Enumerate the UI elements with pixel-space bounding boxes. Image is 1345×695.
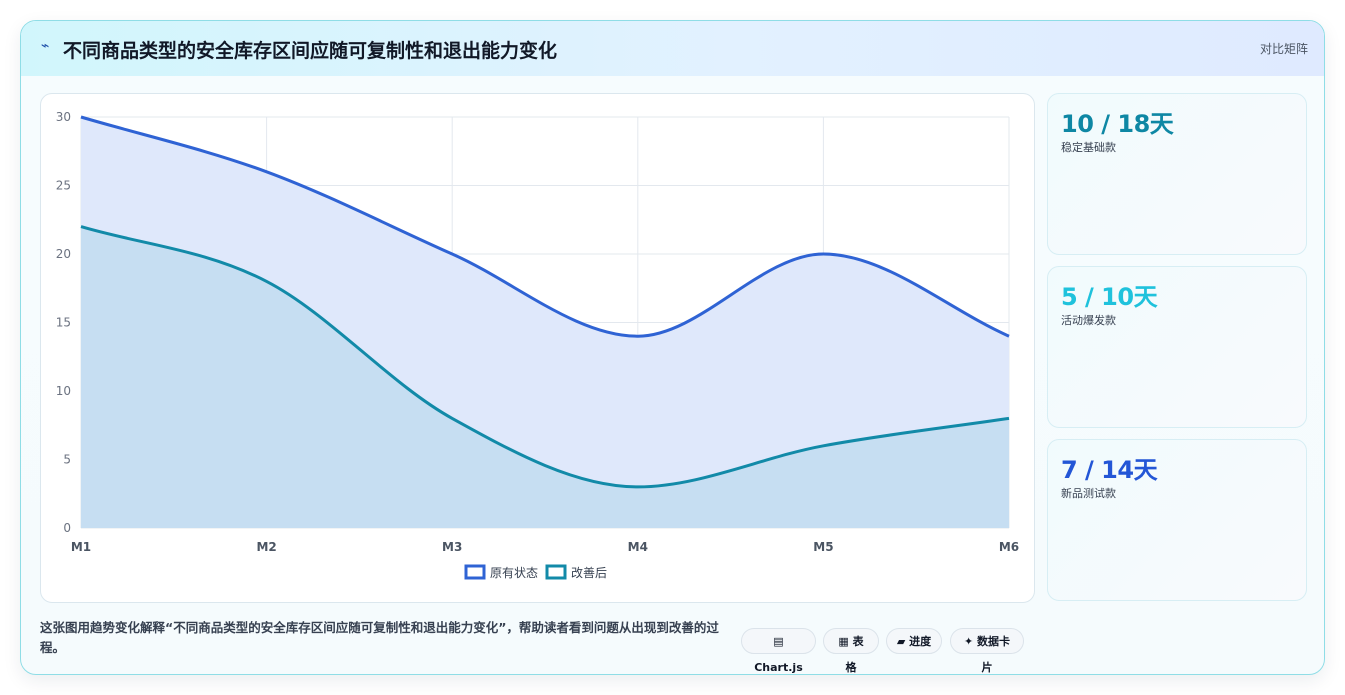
series-area-1 <box>81 226 1009 528</box>
chart-description: 这张图用趋势变化解释“不同商品类型的安全库存区间应随可复制性和退出能力变化”，帮… <box>40 620 719 655</box>
chip-chartjs[interactable]: ▤ Chart.js <box>741 628 816 674</box>
x-tick-label: M2 <box>256 540 276 554</box>
y-tick-label: 10 <box>56 384 71 398</box>
stat-label: 稳定基础款 <box>1061 141 1116 154</box>
y-tick-label: 30 <box>56 110 71 124</box>
stat-card-new: 7 / 14天 新品测试款 <box>1047 439 1307 601</box>
stat-label: 新品测试款 <box>1061 487 1116 500</box>
comparison-matrix-link[interactable]: 对比矩阵 <box>1259 42 1308 56</box>
x-tick-label: M3 <box>442 540 462 554</box>
stat-card-stable: 10 / 18天 稳定基础款 <box>1047 93 1307 255</box>
x-tick-label: M5 <box>813 540 833 554</box>
card-header: ⌁ 不同商品类型的安全库存区间应随可复制性和退出能力变化 对比矩阵 <box>21 21 1324 76</box>
legend-label: 改善后 <box>571 565 607 580</box>
y-tick-label: 5 <box>63 453 71 467</box>
y-tick-label: 25 <box>56 179 71 193</box>
y-tick-label: 15 <box>56 316 71 330</box>
chart-panel: 0 5 10 15 20 25 30 M1 M2 M3 M4 M5 M6 原有状态 改善后 <box>40 93 1035 603</box>
stat-value: 10 / 18天 <box>1061 110 1174 138</box>
y-tick-label: 0 <box>63 521 71 535</box>
x-tick-label: M1 <box>71 540 91 554</box>
chip-table[interactable]: ▦ 表格 <box>823 628 879 674</box>
x-tick-label: M4 <box>628 540 648 554</box>
chip-data-card[interactable]: ✦ 数据卡片 <box>950 628 1024 674</box>
chart-card: ⌁ 不同商品类型的安全库存区间应随可复制性和退出能力变化 对比矩阵 0 5 10 15… <box>20 20 1325 675</box>
legend-swatch <box>464 564 486 580</box>
series-line-1 <box>80 225 1010 489</box>
legend-swatch <box>545 564 567 580</box>
chip-progress[interactable]: ▰ 进度 <box>886 628 942 654</box>
y-tick-label: 20 <box>56 247 71 261</box>
stat-label: 活动爆发款 <box>1061 314 1116 327</box>
area-chart: 0 5 10 15 20 25 30 M1 M2 M3 M4 M5 M6 原有状态 改善后 <box>56 110 1019 580</box>
legend-label: 原有状态 <box>490 566 538 580</box>
stat-value: 5 / 10天 <box>1061 283 1158 311</box>
chart-trend-icon: ⌁ <box>41 38 50 54</box>
x-tick-label: M6 <box>999 540 1019 554</box>
stat-value: 7 / 14天 <box>1061 456 1158 484</box>
page-title: 不同商品类型的安全库存区间应随可复制性和退出能力变化 <box>63 40 558 62</box>
stat-card-promo: 5 / 10天 活动爆发款 <box>1047 266 1307 428</box>
series-line-0 <box>80 115 1010 338</box>
